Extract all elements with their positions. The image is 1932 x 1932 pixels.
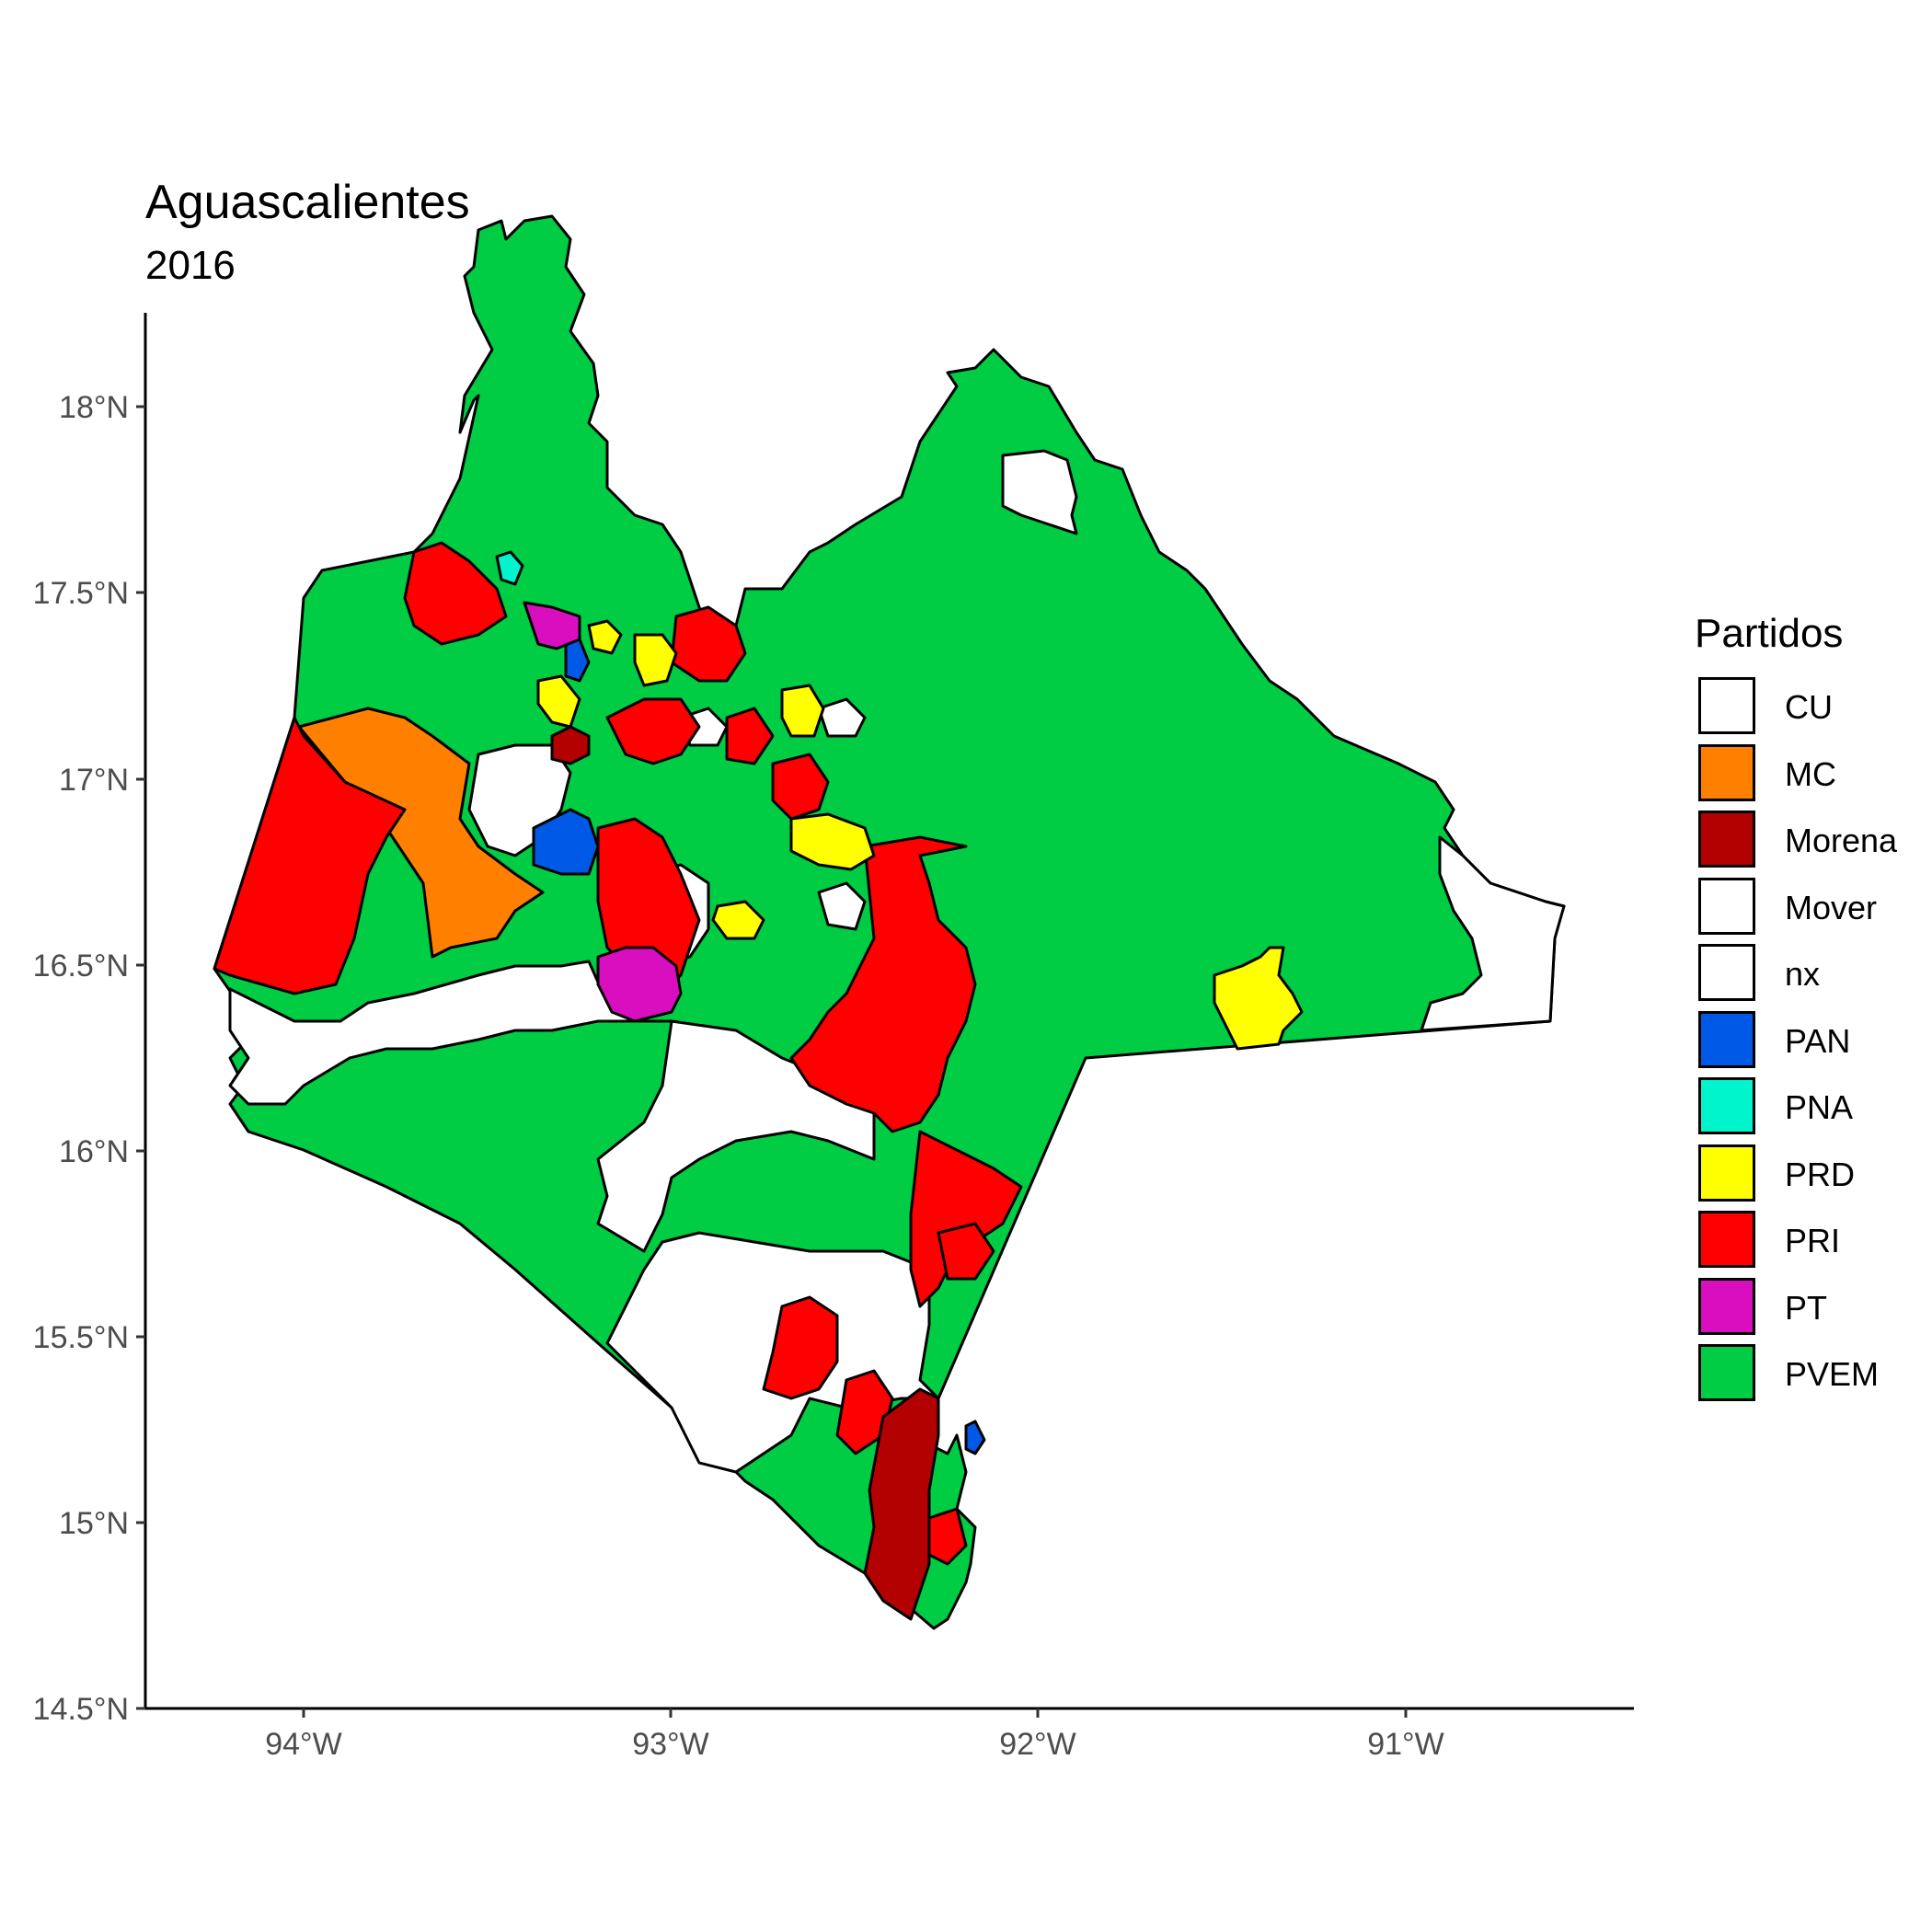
legend-item: Morena xyxy=(1695,811,1897,878)
x-tick-label: 94°W xyxy=(265,1727,342,1762)
legend-item: PAN xyxy=(1695,1010,1850,1078)
region-white-west xyxy=(228,960,673,1106)
region-morena-north xyxy=(550,725,591,765)
plot-axes: 94°W 93°W 92°W 91°W 14.5°N 15°N 15.5°N 16°N 16.5… xyxy=(33,313,1634,1762)
legend-title: Partidos xyxy=(1695,611,1844,656)
legend-key-swatch xyxy=(1698,1144,1755,1202)
legend-item: MC xyxy=(1695,743,1843,811)
legend-label: PNA xyxy=(1785,1088,1854,1126)
y-tick-label: 15.5°N xyxy=(33,1320,129,1355)
region-pri-south-a xyxy=(762,1295,839,1400)
legend-item: Mover xyxy=(1695,877,1877,945)
legend-label: PRD xyxy=(1785,1155,1856,1193)
x-tick-label: 93°W xyxy=(632,1727,709,1762)
y-tick-label: 16°N xyxy=(59,1134,129,1169)
legend-key-swatch xyxy=(1698,944,1755,1001)
region-white-east xyxy=(1420,835,1566,1032)
region-pan-center xyxy=(532,808,600,876)
region-pri-center-a xyxy=(605,697,701,765)
region-white-pocket-e xyxy=(817,881,867,931)
legend-key-swatch xyxy=(1698,677,1755,734)
legend-key-swatch xyxy=(1698,1211,1755,1268)
region-pri-center-b xyxy=(725,707,775,765)
region-prd-north-c xyxy=(536,674,581,729)
legend-item: CU xyxy=(1695,677,1843,744)
legend-key-swatch xyxy=(1698,877,1755,935)
region-white-pocket-d xyxy=(817,697,867,738)
y-tick-label: 15°N xyxy=(59,1506,129,1541)
region-pri-east-small xyxy=(937,1222,995,1281)
y-tick-label: 16.5°N xyxy=(33,949,129,983)
region-pri-center-c xyxy=(771,753,830,821)
legend-label: PRI xyxy=(1785,1222,1841,1259)
region-pri-north-a xyxy=(403,541,508,646)
legend-label: PT xyxy=(1785,1288,1828,1327)
map-title: Aguascalientes xyxy=(145,176,470,229)
legend-label: nx xyxy=(1785,955,1821,993)
legend-label: PVEM xyxy=(1785,1355,1880,1393)
legend-key-swatch xyxy=(1698,1344,1755,1401)
y-tick-label: 17.5°N xyxy=(33,576,129,611)
legend-items: CU MC Morena Mover nx PAN PNA PRD PRI PT PVEM xyxy=(1695,677,1897,1411)
region-prd-north-d xyxy=(780,684,825,738)
region-morena-south xyxy=(863,1387,940,1621)
legend-key-swatch xyxy=(1698,1010,1755,1068)
legend-key-swatch xyxy=(1698,1077,1755,1134)
region-pt-center xyxy=(596,946,683,1023)
legend-item: PRI xyxy=(1695,1211,1843,1278)
region-prd-center-b xyxy=(711,900,765,940)
region-white-north xyxy=(1001,449,1078,535)
map-subtitle: 2016 xyxy=(145,243,236,288)
legend-label: Morena xyxy=(1785,822,1898,859)
region-prd-north-b xyxy=(633,633,678,687)
legend-label: MC xyxy=(1785,754,1836,793)
region-pan-east xyxy=(964,1420,986,1455)
x-tick-label: 91°W xyxy=(1367,1727,1444,1762)
region-prd-east xyxy=(1213,946,1304,1051)
region-prd-center-a xyxy=(789,812,876,871)
legend-label: PAN xyxy=(1785,1021,1851,1060)
legend-item: nx xyxy=(1695,944,1843,1011)
legend-key-swatch xyxy=(1698,811,1755,868)
legend-item: PRD xyxy=(1695,1144,1855,1212)
legend: Partidos CU MC Morena Mover nx PAN PNA PRD PRI PT… xyxy=(1695,611,1897,1411)
y-tick-label: 17°N xyxy=(59,763,129,798)
legend-key-swatch xyxy=(1698,743,1755,801)
region-prd-north-a xyxy=(587,619,623,655)
legend-label: Mover xyxy=(1785,888,1878,926)
x-tick-label: 92°W xyxy=(999,1727,1076,1762)
region-pt-north xyxy=(523,601,581,650)
region-pri-north-b xyxy=(670,605,747,683)
legend-label: CU xyxy=(1785,688,1833,726)
legend-item: PVEM xyxy=(1695,1344,1879,1411)
legend-item: PNA xyxy=(1695,1077,1853,1144)
legend-item: PT xyxy=(1695,1277,1843,1345)
y-tick-label: 14.5°N xyxy=(33,1692,129,1727)
region-pna xyxy=(495,550,524,586)
legend-key-swatch xyxy=(1698,1277,1755,1335)
map-regions xyxy=(213,214,1566,1630)
region-pri-spine xyxy=(789,835,977,1133)
y-tick-label: 18°N xyxy=(59,390,129,425)
region-pri-west xyxy=(213,716,407,995)
